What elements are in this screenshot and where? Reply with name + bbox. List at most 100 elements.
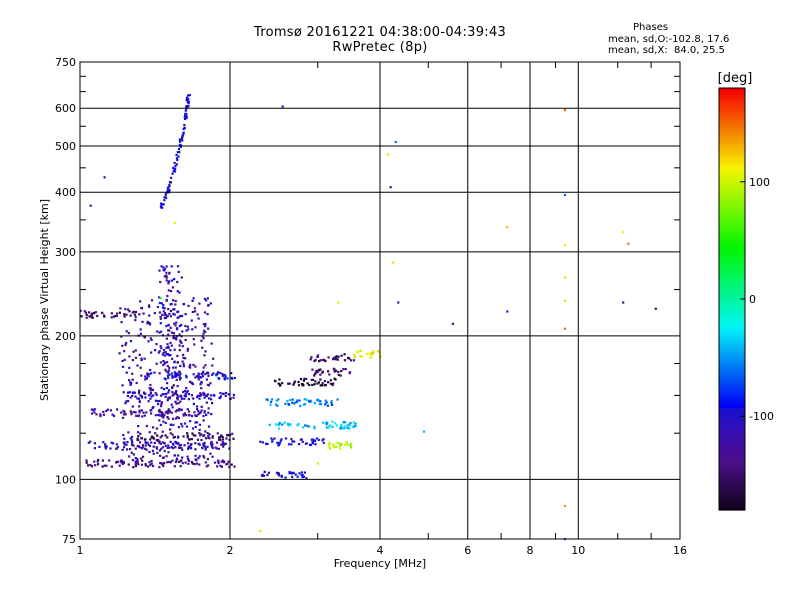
echo-point [163,199,166,202]
echo-point [170,372,174,375]
echo-point [139,300,142,303]
echo-point [359,355,362,358]
echo-point [118,352,121,355]
echo-point [200,409,203,412]
echo-point [160,302,163,305]
echo-point [206,313,209,316]
echo-point [159,361,162,364]
echo-point [126,391,130,394]
echo-point [224,442,228,445]
echo-point [139,328,142,331]
echo-point [334,356,337,359]
echo-point [101,459,105,462]
echo-point [168,409,171,413]
echo-point [313,383,316,386]
echo-point [180,341,183,344]
echo-point [158,350,161,353]
colorbar-segment [719,246,745,251]
echo-point [165,274,168,277]
colorbar-segment [719,168,745,173]
echo-point [143,447,146,450]
echo-point [330,403,334,407]
colorbar-segment [719,112,745,117]
echo-point [167,391,170,394]
echo-point [179,400,182,403]
echo-point [270,400,273,404]
echo-point [170,403,173,406]
echo-point [202,366,205,369]
colorbar-segment [719,95,745,100]
echo-point [184,338,187,342]
echo-point [268,423,271,426]
echo-point [291,440,294,443]
echo-point [137,438,140,442]
echo-point [124,308,127,311]
echo-point [307,400,311,403]
echo-point [170,446,174,449]
echo-point [144,378,147,381]
echo-point [203,297,207,301]
echo-point [119,307,122,310]
echo-point [306,424,309,427]
echo-point [311,442,315,445]
echo-point [278,441,282,445]
echo-point [137,392,141,395]
echo-point [327,356,330,359]
echo-point [183,422,187,425]
echo-point [162,363,165,367]
echo-point [160,330,163,333]
echo-point [88,315,91,318]
echo-point [164,378,167,381]
echo-point [161,393,164,396]
echo-point [211,364,214,367]
echo-point [151,435,154,439]
echo-point [172,447,175,450]
axis-ticks: 1 2 4 6 8 10 16 75 100 200 300 400 500 600 750 [55,56,687,557]
echo-point [307,425,310,428]
echo-point [284,437,288,440]
echo-point [340,354,343,357]
echo-point [349,444,352,447]
echo-point [301,473,304,477]
echo-point [340,442,343,446]
plot-marks [79,93,657,541]
echo-point [168,189,171,192]
echo-point [321,371,324,374]
echo-point [163,316,166,320]
echo-point [115,443,118,446]
echo-point [325,426,329,429]
echo-point [292,471,295,474]
echo-point [323,379,327,383]
echo-point [184,109,187,112]
echo-point [152,426,155,429]
echo-point [176,398,179,401]
echo-point [300,471,303,474]
echo-point [108,459,111,462]
echo-point [175,375,178,378]
echo-point [89,463,92,467]
echo-point [136,397,139,400]
echo-point [181,330,184,333]
echo-point [335,355,338,358]
echo-point [207,464,210,467]
echo-point [136,431,140,434]
echo-point [167,451,170,454]
echo-point [140,307,143,310]
echo-point [173,278,176,281]
echo-point [166,412,169,415]
echo-point [137,414,140,417]
echo-point [229,397,232,400]
echo-point [188,93,191,97]
colorbar-segment [719,386,745,392]
echo-point [290,438,293,441]
echo-point [223,460,226,463]
echo-point [175,153,178,157]
echo-point [147,443,150,446]
colorbar-segment [719,189,745,195]
echo-point [191,310,194,314]
echo-point [318,360,321,363]
echo-point [231,432,234,435]
colorbar-segment [719,123,745,128]
echo-point [178,291,181,294]
